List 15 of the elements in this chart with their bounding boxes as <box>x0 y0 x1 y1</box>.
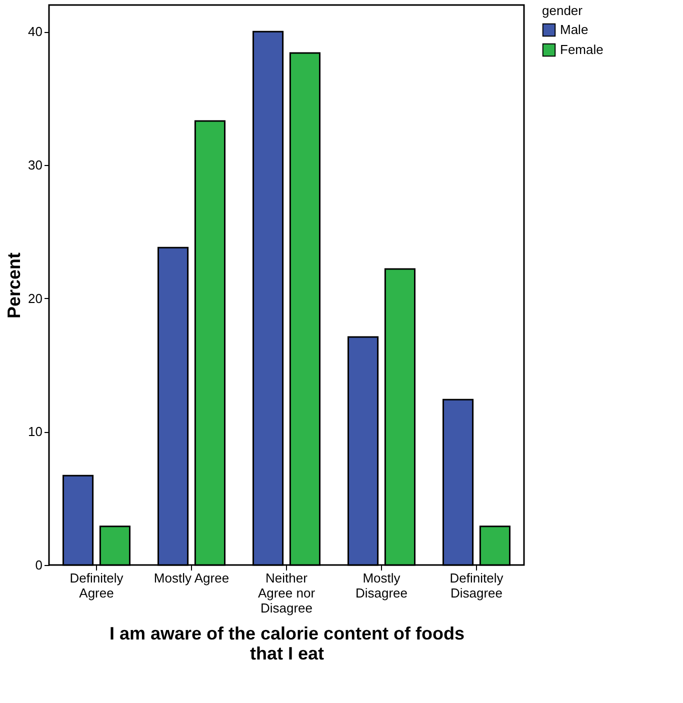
y-tick-label: 0 <box>35 558 42 572</box>
y-tick-label: 30 <box>28 158 42 172</box>
x-tick-label: Definitely Agree <box>70 570 124 600</box>
x-tick-label: Neither Agree nor Disagree <box>258 570 316 616</box>
legend-title: gender <box>542 3 584 18</box>
y-axis-title: Percent <box>4 252 24 319</box>
x-tick-label: Mostly Agree <box>154 570 230 586</box>
x-tick-label: Mostly Disagree <box>355 570 408 600</box>
x-tick-label: Definitely Disagree <box>450 570 504 600</box>
legend-label: Male <box>560 22 588 37</box>
legend-label: Female <box>560 42 604 57</box>
y-tick-label: 40 <box>28 24 42 40</box>
y-tick-label: 20 <box>28 290 42 306</box>
x-axis-title: I am aware of the calorie content of foods that I eat <box>109 624 465 664</box>
y-tick-label: 10 <box>28 424 42 440</box>
